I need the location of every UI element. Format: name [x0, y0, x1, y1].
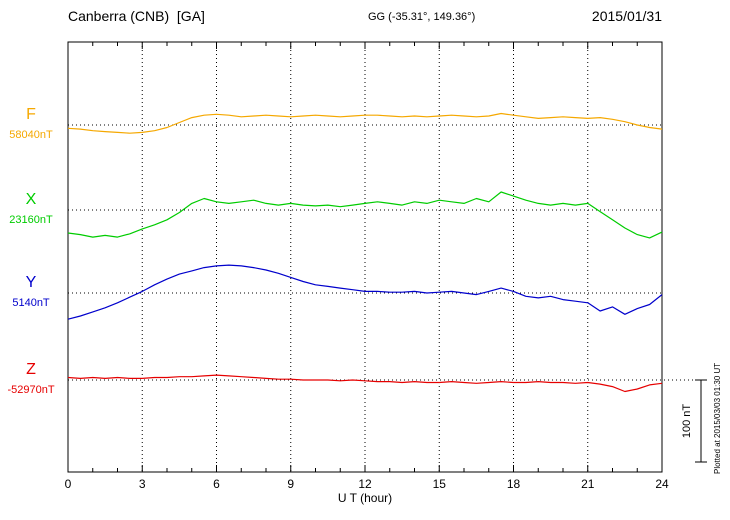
series-name-X: X	[25, 191, 37, 208]
x-axis-label: U T (hour)	[337, 491, 393, 505]
x-tick-label: 3	[139, 477, 146, 491]
plotted-at-note: Plotted at 2015/03/03 01:30 UT	[713, 362, 722, 474]
x-tick-label: 9	[287, 477, 294, 491]
series-label-Z: Z -52970nT	[0, 361, 62, 397]
trace-X	[67, 191, 663, 239]
series-label-Y: Y 5140nT	[0, 274, 62, 310]
series-baseline-Y: 5140nT	[12, 297, 50, 309]
station-coordinates: GG (-35.31°, 149.36°)	[368, 11, 476, 23]
series-baseline-Z: -52970nT	[7, 384, 55, 396]
trace-Y	[67, 264, 663, 320]
series-baseline-F: 58040nT	[9, 129, 53, 141]
series-name-Y: Y	[25, 274, 37, 291]
series-name-Z: Z	[26, 361, 36, 378]
trace-Z	[67, 374, 663, 393]
scale-bar-label: 100 nT	[681, 404, 693, 439]
series-baseline-X: 23160nT	[9, 214, 53, 226]
plot-date: 2015/01/31	[591, 8, 662, 24]
series-name-F: F	[26, 106, 36, 123]
x-tick-label: 0	[65, 477, 72, 491]
series-label-X: X 23160nT	[0, 191, 62, 227]
series-label-F: F 58040nT	[0, 106, 62, 142]
x-tick-label: 12	[358, 477, 372, 491]
x-tick-label: 15	[433, 477, 447, 491]
x-tick-label: 18	[507, 477, 521, 491]
station-title: Canberra (CNB) [GA]	[68, 8, 205, 24]
x-tick-label: 21	[581, 477, 595, 491]
x-tick-label: 6	[213, 477, 220, 491]
trace-F	[67, 112, 663, 134]
x-tick-label: 24	[655, 477, 669, 491]
